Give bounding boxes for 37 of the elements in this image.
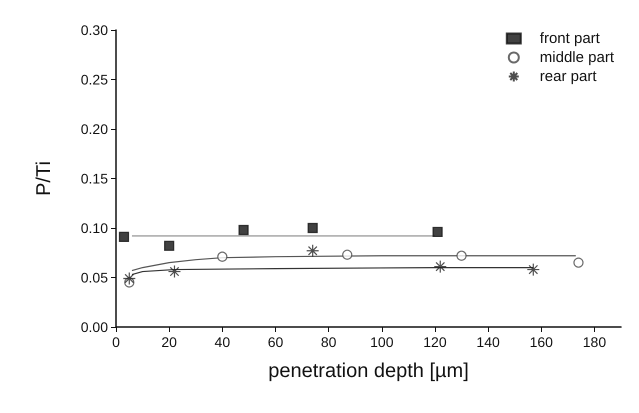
point bbox=[122, 272, 136, 286]
point bbox=[573, 258, 584, 268]
y-axis-title: P/Ti bbox=[33, 161, 55, 196]
x-tick-label: 0 bbox=[112, 334, 120, 350]
x-tick-label: 80 bbox=[320, 334, 337, 350]
point bbox=[342, 250, 352, 260]
y-tick-label: 0.05 bbox=[80, 270, 108, 286]
point bbox=[164, 240, 174, 251]
y-tick-label: 0.00 bbox=[80, 319, 108, 335]
x-tick-label: 160 bbox=[530, 334, 554, 350]
y-tick-label: 0.10 bbox=[80, 220, 108, 236]
point bbox=[434, 260, 447, 274]
line-series bbox=[131, 267, 534, 276]
legend-label: middle part bbox=[540, 49, 615, 66]
point bbox=[308, 222, 318, 234]
x-tick-label: 40 bbox=[214, 334, 230, 350]
point bbox=[238, 224, 249, 236]
x-tick-label: 180 bbox=[582, 334, 606, 350]
x-tick-label: 60 bbox=[268, 334, 284, 350]
point bbox=[118, 232, 130, 242]
y-tick-label: 0.15 bbox=[80, 170, 108, 186]
x-axis-title: penetration depth [µm] bbox=[268, 360, 469, 382]
legend-label: rear part bbox=[540, 68, 598, 85]
y-tick-label: 0.25 bbox=[80, 72, 108, 88]
x-tick-label: 140 bbox=[476, 334, 500, 350]
point bbox=[168, 264, 182, 278]
point bbox=[456, 250, 467, 261]
y-tick-label: 0.20 bbox=[80, 121, 108, 137]
point bbox=[526, 262, 540, 276]
point bbox=[432, 226, 443, 238]
point bbox=[306, 244, 320, 258]
x-tick-label: 100 bbox=[370, 334, 394, 350]
x-tick-label: 120 bbox=[423, 334, 447, 350]
y-tick-label: 0.30 bbox=[80, 22, 108, 38]
x-tick-label: 20 bbox=[161, 334, 178, 350]
point bbox=[217, 252, 228, 262]
legend-label: front part bbox=[540, 30, 601, 47]
